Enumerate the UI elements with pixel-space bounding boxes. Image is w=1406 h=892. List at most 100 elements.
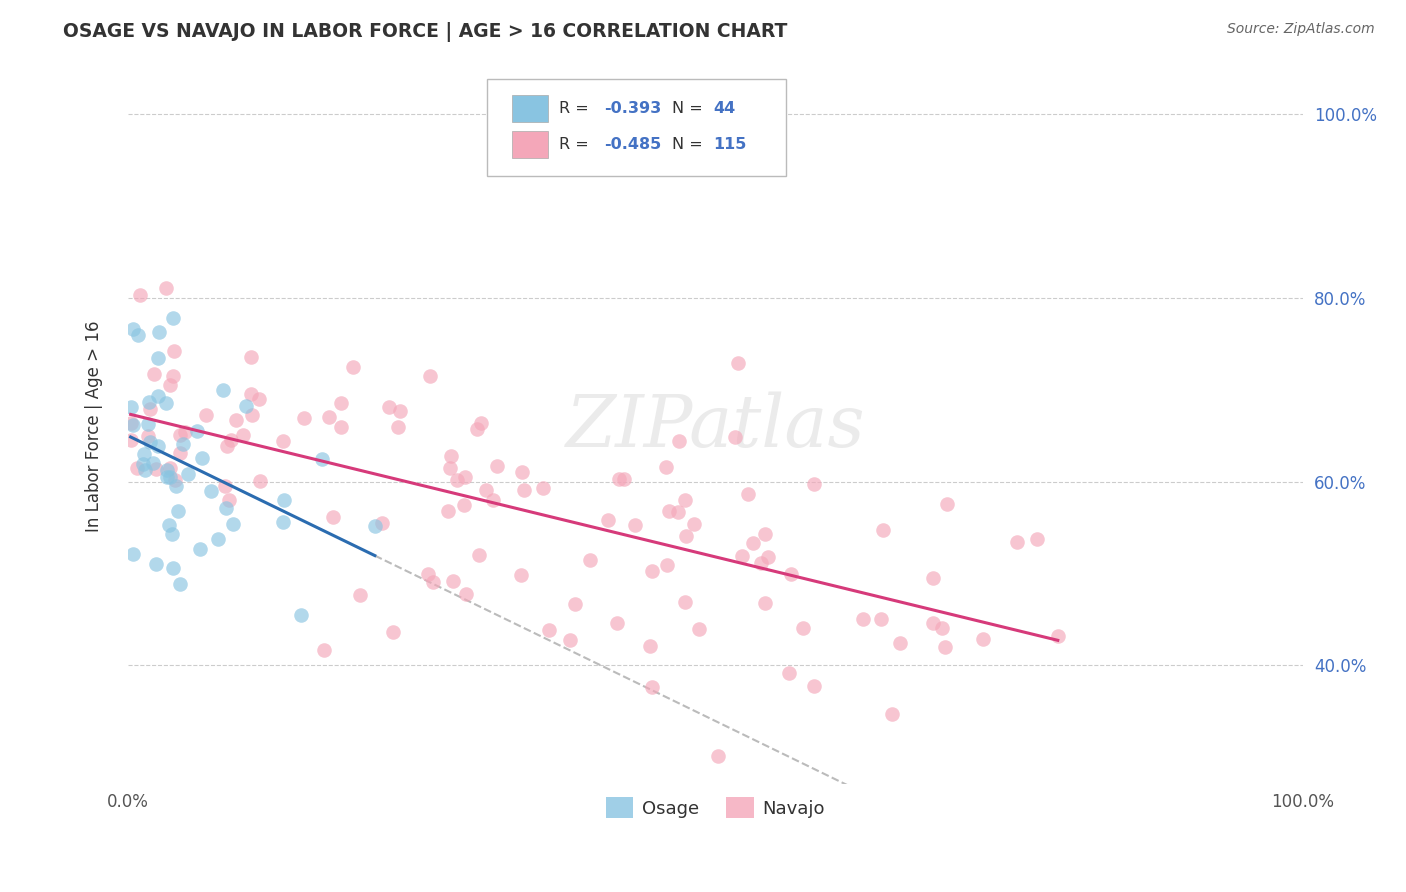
Osage bbox=[273, 492, 295, 507]
Osage bbox=[155, 396, 177, 410]
Navajo bbox=[889, 636, 911, 650]
Navajo bbox=[931, 621, 953, 635]
Navajo bbox=[162, 369, 184, 384]
Osage bbox=[162, 310, 184, 325]
Navajo bbox=[668, 434, 690, 448]
Navajo bbox=[673, 595, 696, 609]
Osage bbox=[120, 401, 142, 415]
Navajo bbox=[342, 359, 364, 374]
Navajo bbox=[655, 459, 678, 474]
Navajo bbox=[1026, 532, 1049, 546]
Navajo bbox=[754, 596, 776, 610]
Navajo bbox=[666, 505, 689, 519]
Navajo bbox=[318, 410, 340, 425]
Osage bbox=[186, 424, 208, 438]
FancyBboxPatch shape bbox=[486, 79, 786, 176]
Navajo bbox=[560, 633, 582, 648]
Osage bbox=[172, 437, 194, 451]
Navajo bbox=[169, 428, 191, 442]
Navajo bbox=[792, 621, 814, 635]
Navajo bbox=[173, 425, 195, 439]
Navajo bbox=[143, 367, 166, 381]
Navajo bbox=[456, 587, 478, 601]
Navajo bbox=[1007, 534, 1029, 549]
Text: 115: 115 bbox=[713, 136, 747, 152]
Navajo bbox=[727, 356, 749, 370]
Navajo bbox=[737, 487, 759, 501]
Osage bbox=[207, 532, 229, 546]
Navajo bbox=[485, 458, 508, 473]
Navajo bbox=[538, 623, 561, 637]
Navajo bbox=[249, 475, 271, 489]
Navajo bbox=[872, 523, 894, 537]
Navajo bbox=[214, 479, 236, 493]
Osage bbox=[271, 515, 294, 529]
Navajo bbox=[749, 556, 772, 570]
Osage bbox=[138, 394, 160, 409]
Navajo bbox=[803, 679, 825, 693]
Navajo bbox=[240, 387, 263, 401]
Osage bbox=[157, 517, 180, 532]
Navajo bbox=[125, 460, 148, 475]
Osage bbox=[122, 547, 145, 561]
Bar bbox=[512, 95, 547, 122]
Navajo bbox=[446, 473, 468, 487]
Navajo bbox=[419, 368, 441, 383]
Navajo bbox=[195, 408, 218, 422]
Navajo bbox=[381, 624, 404, 639]
Navajo bbox=[688, 622, 710, 636]
Navajo bbox=[655, 558, 678, 572]
Navajo bbox=[641, 680, 664, 694]
Navajo bbox=[155, 281, 177, 295]
Osage bbox=[127, 327, 149, 342]
Legend: Osage, Navajo: Osage, Navajo bbox=[599, 790, 832, 825]
Navajo bbox=[440, 449, 463, 463]
Navajo bbox=[349, 588, 371, 602]
Osage bbox=[156, 462, 179, 476]
Navajo bbox=[658, 504, 681, 518]
Navajo bbox=[416, 566, 439, 581]
Navajo bbox=[163, 473, 186, 487]
Navajo bbox=[778, 666, 800, 681]
Osage bbox=[215, 500, 238, 515]
Navajo bbox=[475, 483, 498, 498]
Navajo bbox=[370, 516, 392, 530]
Navajo bbox=[239, 351, 262, 365]
Navajo bbox=[921, 615, 943, 630]
Osage bbox=[146, 439, 169, 453]
Navajo bbox=[870, 612, 893, 626]
Navajo bbox=[329, 395, 352, 409]
Osage bbox=[167, 503, 190, 517]
Osage bbox=[148, 389, 170, 403]
Navajo bbox=[640, 639, 662, 653]
Osage bbox=[138, 417, 160, 431]
Navajo bbox=[219, 433, 242, 447]
Navajo bbox=[232, 428, 254, 442]
Osage bbox=[148, 326, 170, 340]
Navajo bbox=[225, 413, 247, 427]
Navajo bbox=[972, 632, 994, 647]
Navajo bbox=[329, 420, 352, 434]
Osage bbox=[190, 450, 212, 465]
Osage bbox=[212, 383, 235, 397]
Navajo bbox=[378, 400, 401, 414]
Osage bbox=[235, 399, 257, 413]
Navajo bbox=[247, 392, 270, 406]
Navajo bbox=[169, 446, 191, 460]
Navajo bbox=[509, 568, 531, 582]
Osage bbox=[176, 467, 198, 481]
Navajo bbox=[145, 461, 167, 475]
Navajo bbox=[513, 483, 536, 497]
Navajo bbox=[779, 566, 801, 581]
Navajo bbox=[756, 550, 779, 565]
Navajo bbox=[742, 536, 765, 550]
Navajo bbox=[218, 492, 240, 507]
Navajo bbox=[120, 416, 142, 430]
Navajo bbox=[683, 517, 706, 532]
Osage bbox=[290, 608, 312, 623]
Navajo bbox=[724, 430, 747, 444]
Navajo bbox=[613, 472, 636, 486]
Osage bbox=[188, 542, 211, 557]
Navajo bbox=[159, 378, 181, 392]
Osage bbox=[222, 516, 245, 531]
